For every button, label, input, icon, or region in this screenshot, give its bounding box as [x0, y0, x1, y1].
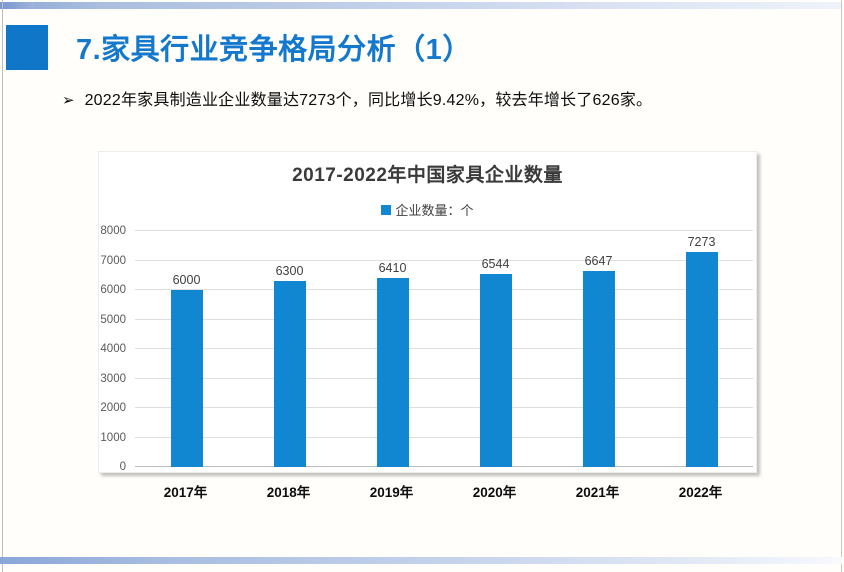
window-right-border: [841, 0, 842, 572]
bar: [685, 252, 718, 467]
y-tick-label: 3000: [100, 372, 126, 385]
y-tick-label: 0: [119, 461, 126, 473]
bar: [582, 270, 615, 467]
bar: [273, 281, 306, 467]
bar-slot: 6000: [135, 231, 238, 467]
bar-value-label: 6647: [584, 253, 613, 268]
chart-legend: 企业数量：个: [99, 200, 756, 219]
y-tick-label: 4000: [100, 343, 126, 355]
y-tick-label: 1000: [100, 431, 126, 444]
x-tick-label: 2022年: [678, 485, 723, 500]
gridline: [135, 318, 753, 320]
bar-slot: 6300: [238, 231, 341, 467]
x-tick-label: 2018年: [266, 485, 311, 500]
gridline: [135, 230, 753, 231]
bar: [376, 277, 409, 467]
window-left-border: [2, 0, 3, 572]
x-tick-label: 2020年: [472, 485, 517, 500]
chart-title: 2017-2022年中国家具企业数量: [292, 165, 563, 186]
x-tick-label: 2019年: [369, 485, 414, 500]
chart-card: 2017-2022年中国家具企业数量 企业数量：个 0 1000 2000 3000 4…: [98, 151, 757, 473]
y-tick-label: 8000: [100, 225, 126, 237]
gridline: [135, 377, 753, 379]
x-tick-label: 2021年: [575, 485, 620, 500]
gridline: [135, 289, 753, 290]
gridline: [135, 348, 753, 349]
top-decor-bar-accent: [0, 2, 34, 9]
bar-value-label: 6410: [378, 260, 407, 275]
plot-bars: 6000 6300 6410 6544 6647 7273: [135, 231, 753, 467]
y-tick-label: 6000: [100, 284, 126, 296]
bar-slot: 7273: [650, 231, 753, 467]
x-axis-labels: 2017年 2018年 2019年 2020年 2021年 2022年: [134, 481, 752, 501]
y-tick-label: 2000: [100, 402, 126, 414]
gridline: [135, 436, 753, 438]
bar: [479, 273, 512, 467]
y-tick-label: 5000: [100, 313, 126, 326]
bar-value-label: 6300: [275, 264, 304, 279]
bullet-arrow-icon: ➢: [62, 92, 75, 109]
bar-value-label: 6544: [481, 256, 510, 271]
bottom-decor-bar: [0, 557, 842, 564]
legend-label: 企业数量：个: [395, 203, 474, 218]
x-tick-label: 2017年: [163, 485, 208, 500]
bar: [170, 290, 203, 467]
bullet-text: 2022年家具制造业企业数量达7273个，同比增长9.42%，较去年增长了626…: [84, 92, 653, 109]
bar-value-label: 6000: [172, 273, 201, 287]
bar-slot: 6647: [547, 231, 650, 467]
bar-slot: 6544: [444, 231, 547, 467]
bullet-row: ➢ 2022年家具制造业企业数量达7273个，同比增长9.42%，较去年增长了6…: [62, 90, 822, 112]
gridline: [135, 407, 753, 408]
title-accent-square: [6, 25, 48, 70]
legend-swatch-icon: [381, 204, 392, 215]
top-decor-bar: [0, 2, 842, 9]
y-tick-label: 7000: [100, 254, 126, 267]
bar-slot: 6410: [341, 231, 444, 467]
gridline: [135, 259, 753, 261]
bar-value-label: 7273: [687, 235, 716, 250]
page-title: 7.家具行业竞争格局分析（1）: [76, 34, 472, 66]
x-axis-line: [135, 466, 753, 467]
plot-area: 0 1000 2000 3000 4000 5000 6000 7000 8000 6000 63…: [100, 225, 753, 473]
